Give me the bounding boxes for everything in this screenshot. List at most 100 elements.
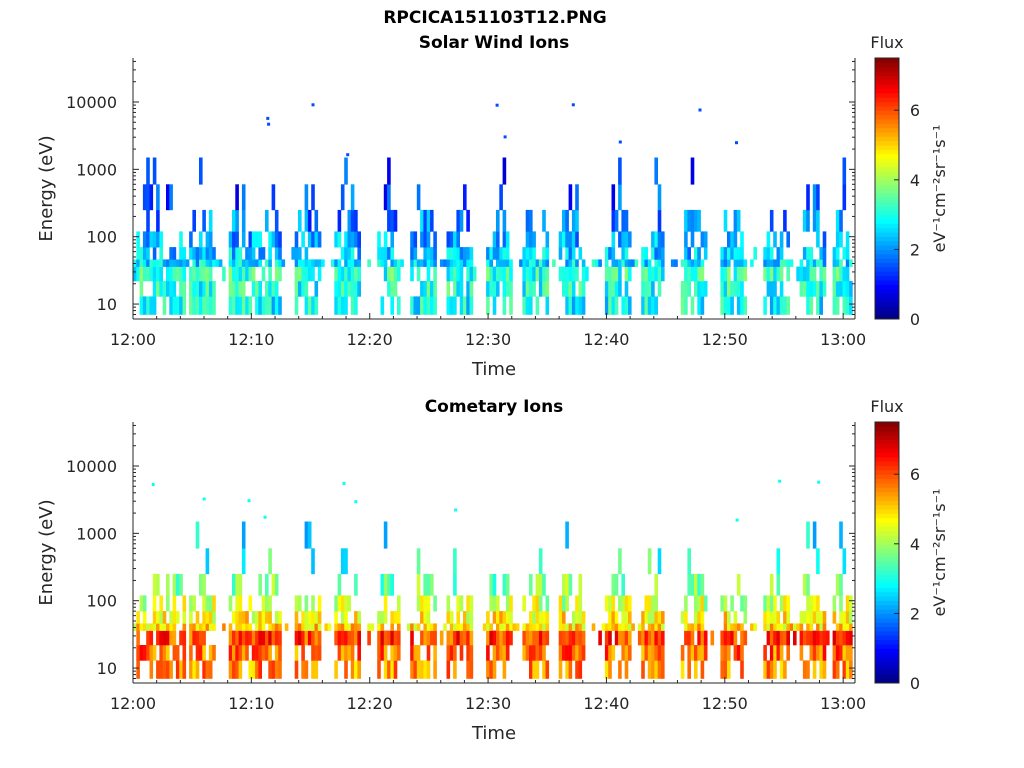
flux-cell <box>202 595 206 612</box>
flux-cell <box>839 630 843 646</box>
flux-cell <box>271 630 276 646</box>
flux-cell <box>763 247 767 260</box>
flux-cell <box>542 630 546 646</box>
flux-cell <box>562 645 566 661</box>
flux-cell <box>294 595 299 612</box>
flux-cell <box>538 645 543 661</box>
flux-cell <box>232 660 236 679</box>
flux-cell <box>344 296 348 315</box>
flux-cell <box>268 630 272 646</box>
flux-cell <box>651 660 655 679</box>
flux-cell <box>842 281 847 297</box>
colorbar-tick-label: 4 <box>910 535 920 554</box>
flux-cell <box>575 630 579 646</box>
flux-cell <box>314 623 319 631</box>
flux-cell <box>486 266 490 282</box>
x-tick-label: 13:00 <box>820 694 866 713</box>
flux-cell <box>700 231 705 248</box>
flux-cell <box>779 660 784 679</box>
flux-cell <box>641 281 645 297</box>
flux-cell <box>621 231 625 248</box>
flux-cell <box>232 645 236 661</box>
flux-cell <box>657 281 662 297</box>
flux-cell <box>776 611 781 624</box>
flux-cell <box>839 259 843 267</box>
flux-cell <box>383 521 388 549</box>
flux-cell <box>175 660 180 679</box>
flux-cell <box>687 209 691 232</box>
flux-cell <box>581 623 586 631</box>
flux-cell <box>740 247 744 260</box>
colorbar-tick-label: 6 <box>910 465 920 484</box>
flux-cell <box>568 645 573 661</box>
flux-cell <box>294 630 299 646</box>
flux-cell <box>142 247 147 260</box>
flux-cell <box>175 266 180 282</box>
flux-cell <box>849 259 853 267</box>
flux-cell <box>416 296 421 315</box>
colorbar-segment <box>875 101 899 107</box>
flux-cell <box>525 296 530 315</box>
flux-cell <box>258 231 262 248</box>
flux-cell <box>377 231 381 248</box>
flux-cell <box>423 573 427 596</box>
flux-cell <box>799 259 804 267</box>
flux-cell <box>492 660 497 679</box>
flux-cell <box>575 611 579 624</box>
flux-cell <box>397 645 401 661</box>
flux-cell <box>502 281 507 297</box>
flux-cell <box>694 660 698 679</box>
flux-cell <box>208 595 213 612</box>
flux-cell <box>175 259 180 267</box>
flux-cell <box>446 247 451 260</box>
flux-cell <box>509 266 513 282</box>
flux-cell <box>816 645 820 661</box>
flux-cell <box>159 259 163 267</box>
flux-cell <box>152 296 157 315</box>
flux-cell <box>175 645 180 661</box>
flux-cell <box>413 623 418 631</box>
flux-cell <box>383 611 388 624</box>
flux-cell <box>832 266 837 282</box>
flux-cell <box>317 645 322 661</box>
flux-cell <box>146 645 150 661</box>
flux-cell <box>172 247 177 260</box>
flux-cell <box>248 660 253 679</box>
flux-cell <box>367 259 371 267</box>
flux-cell <box>740 645 744 661</box>
colorbar-frame <box>874 57 900 320</box>
flux-cell <box>608 595 612 612</box>
flux-cell <box>136 266 140 282</box>
flux-cell <box>179 259 183 267</box>
flux-cell <box>235 611 239 624</box>
flux-cell <box>545 259 550 267</box>
flux-cell <box>142 611 147 624</box>
flux-cell <box>809 247 814 260</box>
flux-cell <box>657 231 662 248</box>
flux-cell <box>624 231 629 248</box>
flux-cell <box>347 231 352 248</box>
flux-cell <box>604 623 609 631</box>
flux-cell <box>274 611 279 624</box>
flux-cell <box>687 247 691 260</box>
flux-cell <box>727 623 731 631</box>
flux-cell <box>172 623 177 631</box>
figure-title: RPCICA151103T12.PNG <box>383 8 606 28</box>
flux-cell <box>806 281 810 297</box>
flux-cell <box>802 611 807 624</box>
flux-cell <box>354 630 358 646</box>
flux-cell <box>505 281 510 297</box>
flux-cell <box>766 266 771 282</box>
colorbar-segment <box>875 487 899 493</box>
flux-cell <box>832 281 837 297</box>
flux-cell <box>347 209 352 232</box>
flux-cell <box>377 660 381 679</box>
flux-cell <box>522 595 526 612</box>
flux-cell <box>439 259 444 267</box>
flux-cell <box>182 623 187 631</box>
flux-cell <box>387 184 391 211</box>
flux-cell <box>354 500 358 504</box>
flux-cell <box>393 630 398 646</box>
flux-cell <box>433 259 437 267</box>
